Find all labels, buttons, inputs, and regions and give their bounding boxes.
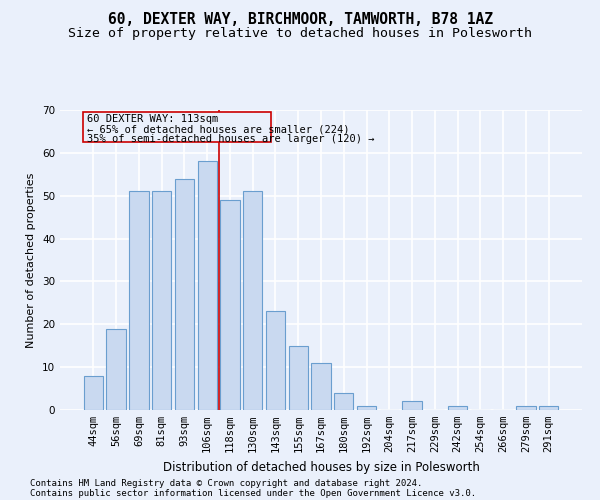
- Bar: [516, 406, 536, 410]
- Text: Size of property relative to detached houses in Polesworth: Size of property relative to detached ho…: [68, 28, 532, 40]
- Bar: [129, 192, 149, 410]
- Bar: [152, 192, 172, 410]
- Bar: [289, 346, 308, 410]
- Bar: [243, 192, 262, 410]
- Text: 35% of semi-detached houses are larger (120) →: 35% of semi-detached houses are larger (…: [86, 134, 374, 144]
- Bar: [84, 376, 103, 410]
- Bar: [220, 200, 239, 410]
- Bar: [357, 406, 376, 410]
- X-axis label: Distribution of detached houses by size in Polesworth: Distribution of detached houses by size …: [163, 460, 479, 473]
- Bar: [266, 312, 285, 410]
- Text: 60 DEXTER WAY: 113sqm: 60 DEXTER WAY: 113sqm: [86, 114, 218, 124]
- Text: ← 65% of detached houses are smaller (224): ← 65% of detached houses are smaller (22…: [86, 124, 349, 134]
- Bar: [539, 406, 558, 410]
- Bar: [175, 178, 194, 410]
- Text: Contains public sector information licensed under the Open Government Licence v3: Contains public sector information licen…: [30, 488, 476, 498]
- Bar: [197, 162, 217, 410]
- Bar: [448, 406, 467, 410]
- Bar: [311, 363, 331, 410]
- Bar: [106, 328, 126, 410]
- Y-axis label: Number of detached properties: Number of detached properties: [26, 172, 37, 348]
- FancyBboxPatch shape: [83, 112, 271, 142]
- Bar: [334, 393, 353, 410]
- Text: 60, DEXTER WAY, BIRCHMOOR, TAMWORTH, B78 1AZ: 60, DEXTER WAY, BIRCHMOOR, TAMWORTH, B78…: [107, 12, 493, 28]
- Text: Contains HM Land Registry data © Crown copyright and database right 2024.: Contains HM Land Registry data © Crown c…: [30, 478, 422, 488]
- Bar: [403, 402, 422, 410]
